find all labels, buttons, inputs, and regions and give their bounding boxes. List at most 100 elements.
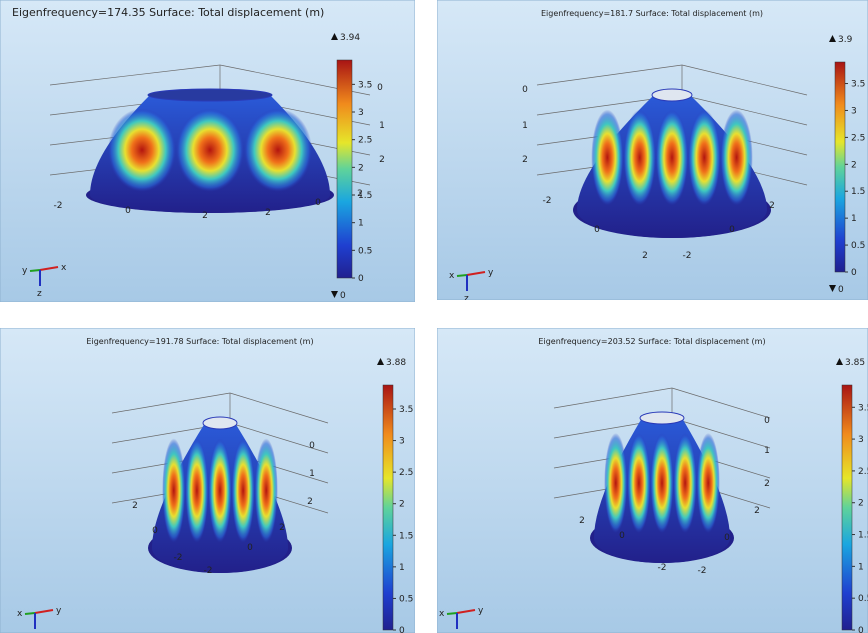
colorbar-tick-label: 2.5: [851, 133, 865, 143]
triad-label: z: [464, 294, 469, 300]
panel-title: Eigenfrequency=181.7 Surface: Total disp…: [541, 9, 763, 18]
page: Eigenfrequency=174.35 Surface: Total dis…: [0, 0, 868, 633]
colorbar-tick-label: 0.5: [399, 594, 413, 604]
colorbar-tick-label: 1.5: [358, 191, 372, 201]
surface-top: [203, 417, 237, 429]
axis-tick-label: 0: [309, 441, 315, 451]
colorbar-tick-label: 3.5: [851, 80, 865, 90]
colorbar-max: 3.94: [340, 33, 360, 43]
axis-tick-label: -2: [54, 201, 63, 211]
triad-label: x: [449, 271, 455, 281]
colorbar-tick-label: 3: [358, 108, 364, 118]
axis-tick-label: 0: [619, 531, 625, 541]
plot-panel: Eigenfrequency=191.78 Surface: Total dis…: [0, 328, 415, 633]
axis-tick-label: 2: [642, 251, 648, 261]
displacement-lobe: [591, 110, 623, 206]
colorbar-tick-label: 2: [858, 499, 864, 509]
axis-tick-label: 2: [132, 501, 138, 511]
colorbar: [842, 385, 852, 630]
colorbar-tick-label: 3: [858, 435, 864, 445]
axis-tick-label: 0: [315, 198, 321, 208]
triad-axis: [25, 613, 35, 614]
axis-tick-label: 2: [764, 479, 770, 489]
triad-label: x: [17, 609, 23, 619]
colorbar-tick-label: 0: [858, 626, 864, 633]
displacement-lobe: [108, 108, 176, 191]
triad-label: y: [56, 606, 62, 616]
axis-tick-label: 0: [594, 225, 600, 235]
displacement-lobe: [255, 438, 278, 542]
displacement-lobe: [244, 108, 312, 191]
colorbar-tick-label: 2: [399, 500, 405, 510]
surface-top: [148, 89, 272, 101]
axis-tick-label: 1: [522, 121, 528, 131]
axis-tick-label: 2: [579, 516, 585, 526]
axis-tick-label: 0: [764, 416, 770, 426]
axis-tick-label: 2: [379, 155, 385, 165]
colorbar-max: 3.85: [845, 358, 865, 368]
colorbar: [835, 62, 845, 272]
colorbar-min: 0: [340, 291, 346, 301]
displacement-lobe: [176, 108, 244, 191]
colorbar-tick-label: 1.5: [858, 531, 868, 541]
colorbar-tick-label: 3: [399, 437, 405, 447]
axis-tick-label: 1: [379, 121, 385, 131]
plot-panel: Eigenfrequency=203.52 Surface: Total dis…: [437, 328, 868, 633]
colorbar-tick-label: 0.5: [358, 246, 372, 256]
axis-tick-label: -2: [698, 566, 707, 576]
panel-title: Eigenfrequency=174.35 Surface: Total dis…: [12, 6, 324, 19]
triad-label: x: [439, 609, 445, 619]
colorbar: [337, 60, 352, 278]
colorbar-tick-label: 3: [851, 106, 857, 116]
surface-top: [652, 89, 692, 101]
colorbar-tick-label: 2.5: [399, 468, 413, 478]
surface-top: [640, 412, 684, 424]
axis-tick-label: 0: [125, 206, 131, 216]
triad-label: y: [488, 268, 494, 278]
colorbar-tick-label: 0: [399, 626, 405, 633]
displacement-lobe: [604, 433, 627, 533]
axis-tick-label: 2: [265, 208, 271, 218]
colorbar-tick-label: 1.5: [399, 531, 413, 541]
axis-tick-label: 0: [247, 543, 253, 553]
colorbar-tick-label: 1: [358, 219, 364, 229]
colorbar-tick-label: 2.5: [358, 136, 372, 146]
displacement-lobe: [688, 110, 720, 206]
displacement-lobe: [208, 438, 231, 542]
colorbar-max: 3.9: [838, 35, 853, 45]
axis-tick-label: 2: [754, 506, 760, 516]
axis-tick-label: 2: [769, 201, 775, 211]
colorbar-tick-label: 3.5: [858, 403, 868, 413]
displacement-lobe: [650, 433, 673, 533]
plot-panel: Eigenfrequency=174.35 Surface: Total dis…: [0, 0, 415, 302]
colorbar-tick-label: 2.5: [858, 467, 868, 477]
colorbar-tick-label: 1: [399, 563, 405, 573]
colorbar-tick-label: 1: [858, 562, 864, 572]
colorbar-tick-label: 1.5: [851, 187, 865, 197]
axis-tick-label: -2: [204, 566, 213, 576]
colorbar-tick-label: 3.5: [358, 80, 372, 90]
colorbar-min: 0: [838, 285, 844, 295]
colorbar-tick-label: 3.5: [399, 405, 413, 415]
axis-tick-label: 1: [764, 446, 770, 456]
axis-tick-label: -2: [683, 251, 692, 261]
axis-tick-label: -2: [543, 196, 552, 206]
triad-label: y: [22, 266, 28, 276]
axis-tick-label: 0: [724, 533, 730, 543]
triad-label: z: [37, 289, 42, 299]
axis-tick-label: 2: [522, 155, 528, 165]
colorbar-tick-label: 2: [851, 160, 857, 170]
panel-title: Eigenfrequency=191.78 Surface: Total dis…: [86, 337, 313, 346]
colorbar-tick-label: 0.5: [851, 241, 865, 251]
colorbar-max: 3.88: [386, 358, 406, 368]
axis-tick-label: -2: [658, 563, 667, 573]
axis-tick-label: -2: [174, 553, 183, 563]
colorbar-tick-label: 2: [358, 163, 364, 173]
axis-tick-label: 0: [152, 526, 158, 536]
triad-axis: [457, 275, 467, 276]
triad-axis: [30, 270, 40, 271]
displacement-lobe: [697, 433, 720, 533]
displacement-lobe: [720, 110, 752, 206]
displacement-lobe: [185, 438, 208, 542]
displacement-lobe: [656, 110, 688, 206]
